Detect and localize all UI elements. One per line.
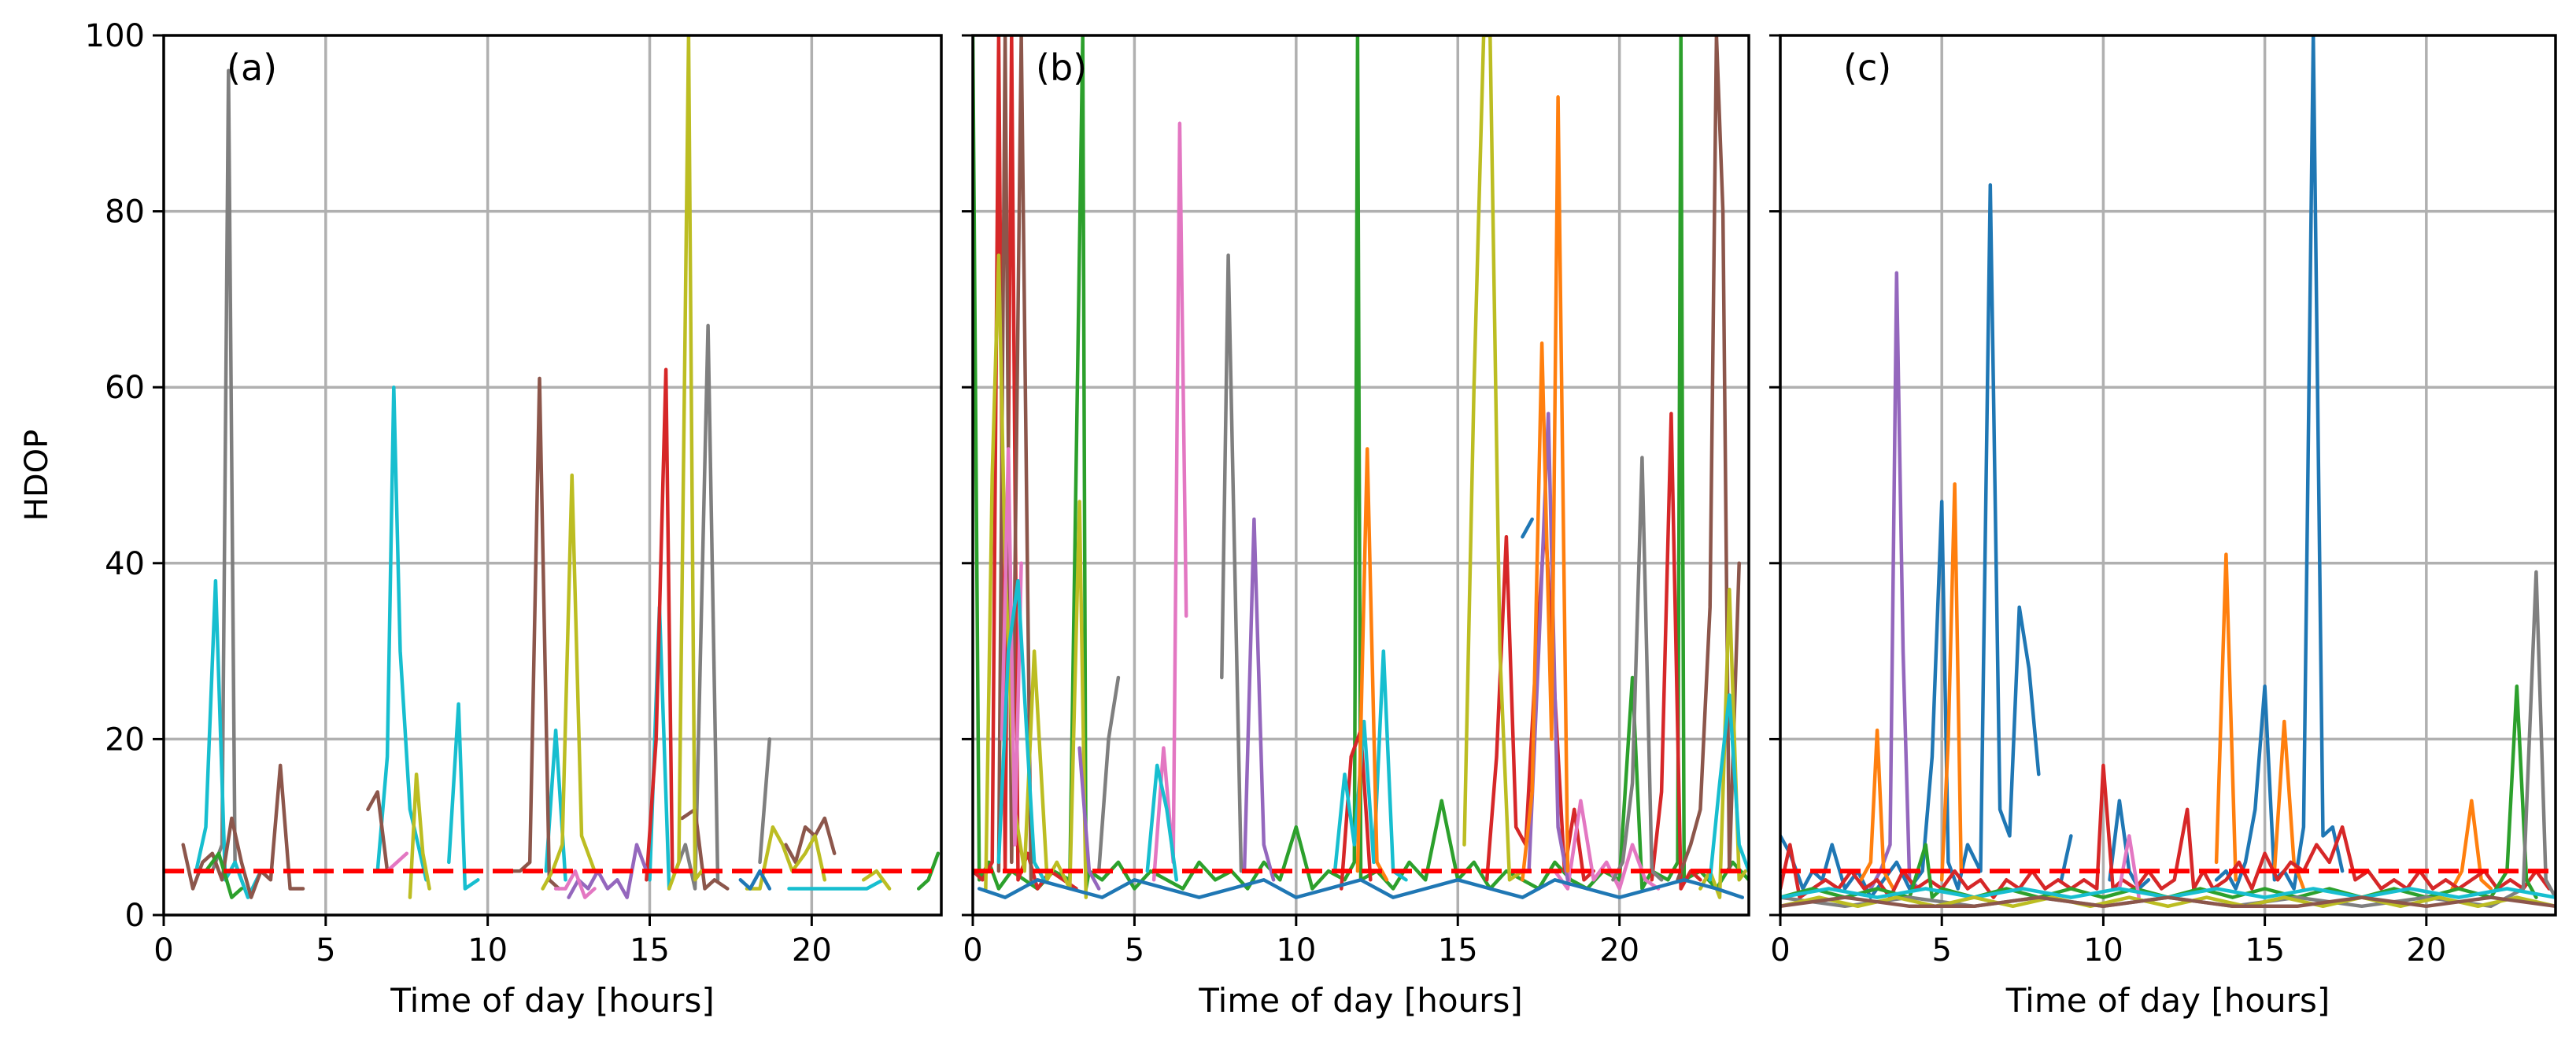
y-tick-label: 100 [85,18,145,54]
x-axis-title: Time of day [hours] [1198,981,1522,1020]
x-tick-label: 0 [1770,932,1790,969]
series-purple-2-line [1527,411,1570,882]
series-purple-line [1242,517,1276,882]
series-cyan-4-line [1708,693,1749,882]
y-tick-label: 20 [105,721,145,758]
series-red-2-line [1340,728,1373,891]
series-pink-line [1000,447,1023,847]
series-brown-3-line [508,376,561,891]
x-tick-label: 10 [2083,932,2123,969]
series-brown-2-line [366,790,390,873]
x-tick-label: 0 [963,932,982,969]
x-tick-label: 20 [2406,932,2446,969]
series-cyan-6-line [787,878,885,891]
series-olive-5-line [861,869,892,891]
series-cyan-3-line [1332,649,1408,882]
panel-3: 0 5 10 15 20 Time of day [hours] (c) [1769,34,2557,1020]
x-tick-label: 5 [316,932,335,969]
y-axis-title: HDOP [19,430,55,521]
panel-2: 0 5 10 15 20 Time of day [hours] (b) [962,34,1750,1020]
panel-1: 0 5 10 15 20 0 20 40 60 80 100 Time of day [hours] (… [85,18,943,1020]
series-group [181,35,941,899]
series-gray-2-line [1220,253,1244,873]
series-blue-line [738,869,772,891]
series-brown-2-line [1676,35,1741,882]
series-orange-3-line [2214,552,2238,882]
series-orange-2-line [1521,95,1570,882]
series-blue-2-line [977,878,1745,899]
series-orange-5-line [2450,799,2493,891]
series-olive-line [1780,895,2556,909]
series-green-line [204,851,244,899]
axes-frame [971,34,1750,917]
series-brown-line [1780,895,2556,909]
y-tick-label: 0 [125,898,145,934]
y-tick-label: 80 [105,194,145,231]
series-cyan-line [996,578,1046,882]
series-cyan-2-line [1145,763,1179,882]
series-olive-2-line [1462,35,1525,882]
series-purple-line [567,843,649,899]
axes-frame [1779,34,2557,917]
x-tick-label: 15 [1438,932,1478,969]
y-tick-label: 40 [105,546,145,582]
series-orange-4-line [2272,719,2306,891]
x-tick-label: 10 [468,932,508,969]
series-orange-2-line [1939,482,1964,882]
x-tick-label: 10 [1276,932,1316,969]
gridlines [1780,35,2556,915]
series-orange-line [1859,728,1895,891]
series-green-2-line [916,851,941,891]
series-pink-2-line [553,869,597,899]
x-tick-label: 5 [1125,932,1144,969]
x-tick-label: 20 [1599,932,1639,969]
series-brown-4-line [680,807,730,891]
series-cyan-3-line [447,702,480,891]
series-brown-line [996,35,1033,882]
series-gray-3-line [1611,456,1664,882]
y-tick-label: 60 [105,370,145,406]
panel-label: (a) [227,46,277,89]
series-red-line [645,367,674,882]
series-gray-3-line [758,737,772,865]
series-brown-5-line [784,816,837,865]
series-blue-line [1521,517,1534,539]
gridlines [164,35,941,915]
series-blue-line [1780,183,2041,899]
series-group [973,35,1749,899]
panel-label: (c) [1843,46,1891,89]
axes-frame [162,34,943,917]
series-red-line [1780,763,2552,899]
x-axis-title: Time of day [hours] [390,981,714,1020]
x-tick-label: 15 [2245,932,2285,969]
series-brown-line [181,763,305,899]
series-gray-line [1096,675,1121,873]
x-tick-label: 5 [1931,932,1951,969]
x-tick-label: 15 [630,932,670,969]
series-olive-2-line [541,473,597,891]
series-pink-3-line [1553,799,1661,891]
x-tick-label: 0 [153,932,173,969]
series-gray-2-line [674,323,720,891]
series-purple-3-line [1077,746,1101,891]
series-olive-line [408,772,431,899]
series-green-line [973,35,1749,891]
x-axis-title: Time of day [hours] [2005,981,2330,1020]
panel-label: (b) [1036,46,1087,89]
series-pink-line [385,851,409,873]
x-tick-label: 20 [792,932,832,969]
